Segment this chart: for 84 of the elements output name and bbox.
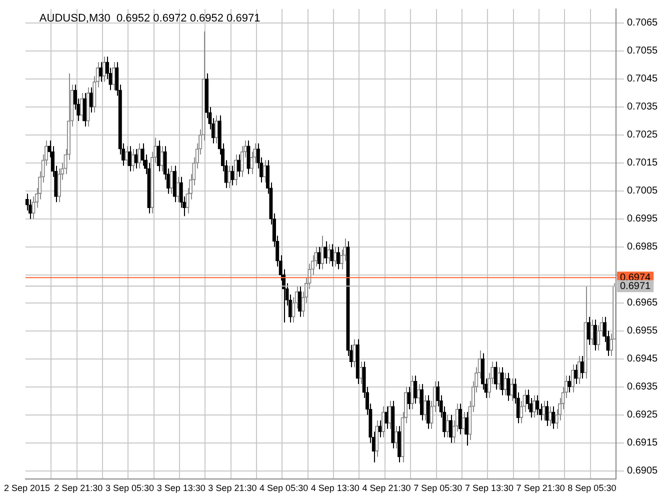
y-tick-label: 0.6965 bbox=[627, 298, 658, 309]
candlestick bbox=[423, 394, 427, 421]
y-tick-label: 0.7055 bbox=[627, 46, 658, 57]
candlestick bbox=[448, 414, 453, 444]
candlestick bbox=[407, 386, 411, 410]
candlestick bbox=[227, 165, 232, 189]
y-tick-label: 0.6955 bbox=[627, 326, 658, 337]
y-tick-label: 0.7005 bbox=[627, 186, 658, 197]
candlestick bbox=[497, 366, 501, 390]
y-tick-label: 0.6945 bbox=[627, 354, 658, 365]
candlestick bbox=[532, 394, 536, 418]
candlestick bbox=[414, 375, 418, 404]
candlestick bbox=[324, 240, 328, 264]
candlestick bbox=[500, 366, 504, 396]
candlestick bbox=[381, 406, 386, 438]
y-tick-label: 0.6925 bbox=[627, 410, 658, 421]
x-tick-label: 7 Sep 21:30 bbox=[516, 483, 565, 494]
y-tick-label: 0.7065 bbox=[627, 18, 658, 29]
candlestick bbox=[384, 406, 388, 430]
x-tick-label: 3 Sep 21:30 bbox=[208, 483, 257, 494]
ref-line-label: 0.6971 bbox=[620, 280, 652, 292]
candlestick bbox=[262, 160, 266, 184]
candlestick bbox=[317, 246, 321, 270]
candlestick bbox=[352, 338, 356, 368]
candlestick bbox=[340, 249, 344, 270]
candlestick bbox=[574, 364, 578, 385]
y-tick-label: 0.7045 bbox=[627, 74, 658, 85]
x-tick-label: 7 Sep 13:30 bbox=[464, 483, 514, 494]
y-tick-label: 0.7025 bbox=[627, 130, 658, 141]
candlestick bbox=[410, 375, 414, 410]
candlestick bbox=[577, 356, 581, 385]
candlestick bbox=[548, 406, 552, 427]
ref-line-label: 0.6974 bbox=[620, 272, 652, 284]
x-tick-label: 2 Sep 2015 bbox=[4, 483, 50, 494]
candlestick bbox=[134, 148, 138, 170]
candlestick bbox=[230, 165, 234, 186]
x-tick-label: 4 Sep 21:30 bbox=[362, 483, 411, 494]
candlestick bbox=[462, 412, 466, 435]
candlestick bbox=[506, 372, 510, 402]
candlestick bbox=[590, 319, 594, 346]
candlestick bbox=[446, 414, 450, 438]
candlestick bbox=[586, 316, 591, 346]
x-tick-label: 3 Sep 05:30 bbox=[105, 483, 154, 494]
candlestick bbox=[214, 114, 218, 144]
candlestick bbox=[140, 142, 144, 166]
candlestick bbox=[102, 56, 106, 82]
candlestick bbox=[494, 361, 498, 390]
candlestick bbox=[552, 406, 556, 430]
candlestick bbox=[503, 372, 508, 396]
y-tick-label: 0.6995 bbox=[627, 214, 658, 225]
x-tick-label: 4 Sep 13:30 bbox=[310, 483, 360, 494]
candlestick bbox=[426, 394, 430, 430]
candlestick bbox=[138, 142, 142, 170]
candlestick bbox=[570, 364, 574, 393]
candlestick bbox=[176, 176, 180, 203]
x-tick-label: 4 Sep 05:30 bbox=[260, 483, 308, 494]
y-tick-label: 0.6935 bbox=[627, 382, 658, 393]
candlestick bbox=[568, 375, 572, 393]
candlestick bbox=[320, 235, 324, 270]
x-tick-label: 3 Sep 13:30 bbox=[156, 483, 206, 494]
candlestick bbox=[170, 165, 174, 194]
y-tick-label: 0.6905 bbox=[627, 466, 658, 477]
candlestick bbox=[112, 62, 116, 91]
candlestick bbox=[89, 86, 94, 114]
candlestick bbox=[32, 196, 36, 220]
x-tick-label: 7 Sep 05:30 bbox=[414, 483, 462, 494]
x-tick-label: 8 Sep 05:30 bbox=[568, 483, 616, 494]
candlestick bbox=[82, 92, 87, 128]
candlestick bbox=[378, 420, 382, 438]
candlestick bbox=[359, 361, 363, 385]
y-tick-label: 0.6985 bbox=[627, 242, 658, 253]
y-tick-label: 0.7035 bbox=[627, 102, 658, 113]
x-tick-label: 2 Sep 21:30 bbox=[54, 483, 103, 494]
candlestick bbox=[545, 400, 549, 427]
y-tick-label: 0.6915 bbox=[627, 438, 658, 449]
candlestick bbox=[124, 146, 128, 166]
candlestick bbox=[246, 140, 250, 175]
chart-title: AUDUSD,M30 0.6952 0.6972 0.6952 0.6971 bbox=[39, 12, 260, 25]
candlestick bbox=[336, 246, 340, 270]
candlestick bbox=[131, 148, 135, 172]
candlestick bbox=[80, 92, 84, 122]
y-tick-label: 0.7015 bbox=[627, 158, 658, 169]
candlestick bbox=[330, 244, 334, 267]
candlestick bbox=[510, 378, 514, 402]
